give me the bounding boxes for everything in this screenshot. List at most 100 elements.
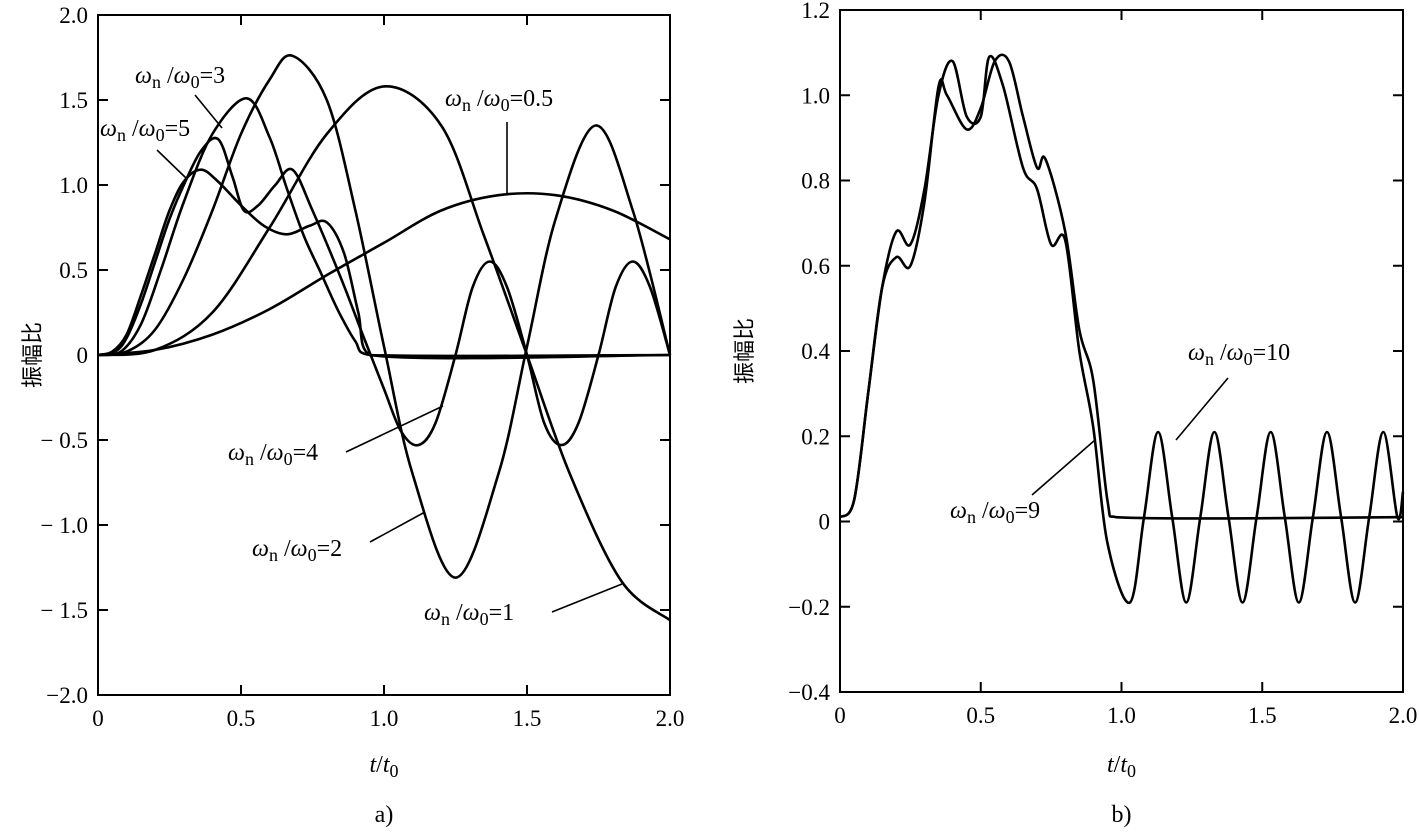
label-part: ω bbox=[228, 440, 245, 466]
x-axis-label: t/t0 bbox=[369, 752, 398, 781]
label-equals: = bbox=[1015, 498, 1029, 524]
label-part: ω bbox=[100, 116, 117, 142]
y-tick-label: −2.0 bbox=[46, 683, 88, 708]
label-part: ω bbox=[424, 600, 441, 626]
panel-a: 2.01.51.00.50− 0.5− 1.0− 1.5−2.00 0.5 1.0 1… bbox=[21, 3, 684, 828]
panel-label: a) bbox=[375, 802, 394, 828]
y-tick-label: −0.2 bbox=[788, 595, 830, 620]
label-part: / bbox=[450, 600, 463, 626]
label-part: 0 bbox=[1006, 507, 1015, 527]
y-tick-label: 0.4 bbox=[801, 339, 830, 364]
label-part: ω bbox=[1188, 340, 1205, 366]
x-label-var2: t bbox=[1120, 752, 1128, 778]
y-tick-label: 1.0 bbox=[801, 83, 830, 108]
series-line-3 bbox=[97, 97, 671, 358]
label-part: 0 bbox=[1244, 349, 1253, 369]
label-value: 2 bbox=[330, 536, 342, 562]
x-tick-label: 0.5 bbox=[227, 706, 256, 731]
label-part: / bbox=[976, 498, 989, 524]
y-tick-label: 0 bbox=[77, 343, 89, 368]
label-value: 1 bbox=[502, 600, 514, 626]
y-tick-label: 1.0 bbox=[59, 173, 88, 198]
x-tick-label: 2.0 bbox=[1389, 703, 1418, 728]
label-part: 0 bbox=[480, 609, 489, 629]
label-part: n bbox=[152, 72, 161, 92]
leader-line bbox=[345, 405, 444, 453]
series-line-2 bbox=[97, 54, 672, 579]
series-line-0-5 bbox=[97, 191, 671, 357]
y-tick-label: − 0.5 bbox=[41, 428, 88, 453]
x-tick-label: 1.5 bbox=[513, 706, 542, 731]
label-part: ω bbox=[135, 63, 152, 89]
series-label-3: ωn /ω0=3 bbox=[135, 63, 225, 92]
y-tick-label: −0.4 bbox=[788, 680, 830, 705]
label-part: ω bbox=[1227, 340, 1244, 366]
x-tick-label: 2.0 bbox=[656, 706, 685, 731]
y-tick-label: 0 bbox=[819, 510, 831, 535]
label-part: / bbox=[1214, 340, 1227, 366]
x-tick-label: 1.0 bbox=[370, 706, 399, 731]
series-label-10: ωn /ω0=10 bbox=[1188, 340, 1290, 369]
label-value: 4 bbox=[306, 440, 318, 466]
label-part: n bbox=[967, 507, 976, 527]
label-part: / bbox=[278, 536, 291, 562]
leader-line bbox=[369, 511, 426, 543]
x-label-var2: t bbox=[383, 752, 391, 778]
y-tick-label: − 1.5 bbox=[41, 598, 88, 623]
x-tick-label: 0 bbox=[92, 706, 104, 731]
series-label-5: ωn /ω0=5 bbox=[100, 116, 190, 145]
label-value: 5 bbox=[178, 116, 190, 142]
leader-line bbox=[1031, 439, 1096, 496]
label-equals: = bbox=[317, 536, 331, 562]
series-label-9: ωn /ω0=9 bbox=[950, 498, 1040, 527]
label-part: / bbox=[161, 63, 174, 89]
y-tick-label: 1.5 bbox=[59, 88, 88, 113]
x-label-sub: 0 bbox=[1127, 761, 1136, 781]
y-tick-label: 0.6 bbox=[801, 254, 830, 279]
x-tick-label: 0 bbox=[834, 703, 846, 728]
label-value: 0.5 bbox=[523, 86, 553, 112]
series-label-0-5: ωn /ω0=0.5 bbox=[445, 86, 553, 115]
leader-line bbox=[1175, 377, 1229, 441]
y-tick-label: 0.5 bbox=[59, 258, 88, 283]
x-axis-label: t/t0 bbox=[1107, 752, 1136, 781]
x-label-slash: / bbox=[1114, 752, 1121, 778]
label-equals: = bbox=[510, 86, 524, 112]
label-part: / bbox=[471, 86, 484, 112]
label-part: ω bbox=[463, 600, 480, 626]
x-tick-label: 1.5 bbox=[1248, 703, 1277, 728]
leader-line bbox=[551, 583, 623, 613]
label-part: ω bbox=[139, 116, 156, 142]
label-part: n bbox=[1205, 349, 1214, 369]
x-tick-label: 0.5 bbox=[966, 703, 995, 728]
label-part: 0 bbox=[191, 72, 200, 92]
label-value: 3 bbox=[213, 63, 225, 89]
label-part: n bbox=[441, 609, 450, 629]
panel-label: b) bbox=[1112, 802, 1132, 828]
x-label-var: t bbox=[1107, 752, 1115, 778]
series-line-10 bbox=[838, 54, 1405, 604]
label-part: ω bbox=[252, 536, 269, 562]
y-axis-label: 振幅比 bbox=[733, 318, 758, 384]
series-label-1: ωn /ω0=1 bbox=[424, 600, 514, 629]
label-part: ω bbox=[267, 440, 284, 466]
label-equals: = bbox=[489, 600, 503, 626]
label-equals: = bbox=[200, 63, 214, 89]
y-tick-label: 0.2 bbox=[801, 424, 830, 449]
series-line-5 bbox=[97, 168, 671, 360]
label-part: / bbox=[254, 440, 267, 466]
y-axis-label: 振幅比 bbox=[21, 322, 46, 388]
y-tick-label: 0.8 bbox=[801, 169, 830, 194]
label-part: ω bbox=[174, 63, 191, 89]
label-part: n bbox=[269, 545, 278, 565]
series-line-4 bbox=[97, 136, 672, 447]
series-label-2: ωn /ω0=2 bbox=[252, 536, 342, 565]
leader-line bbox=[156, 149, 187, 179]
x-tick-label: 1.0 bbox=[1107, 703, 1136, 728]
x-label-sub: 0 bbox=[390, 761, 399, 781]
label-part: 0 bbox=[284, 449, 293, 469]
x-label-var: t bbox=[369, 752, 377, 778]
leader-line bbox=[194, 94, 223, 129]
series-line-1 bbox=[97, 85, 671, 622]
